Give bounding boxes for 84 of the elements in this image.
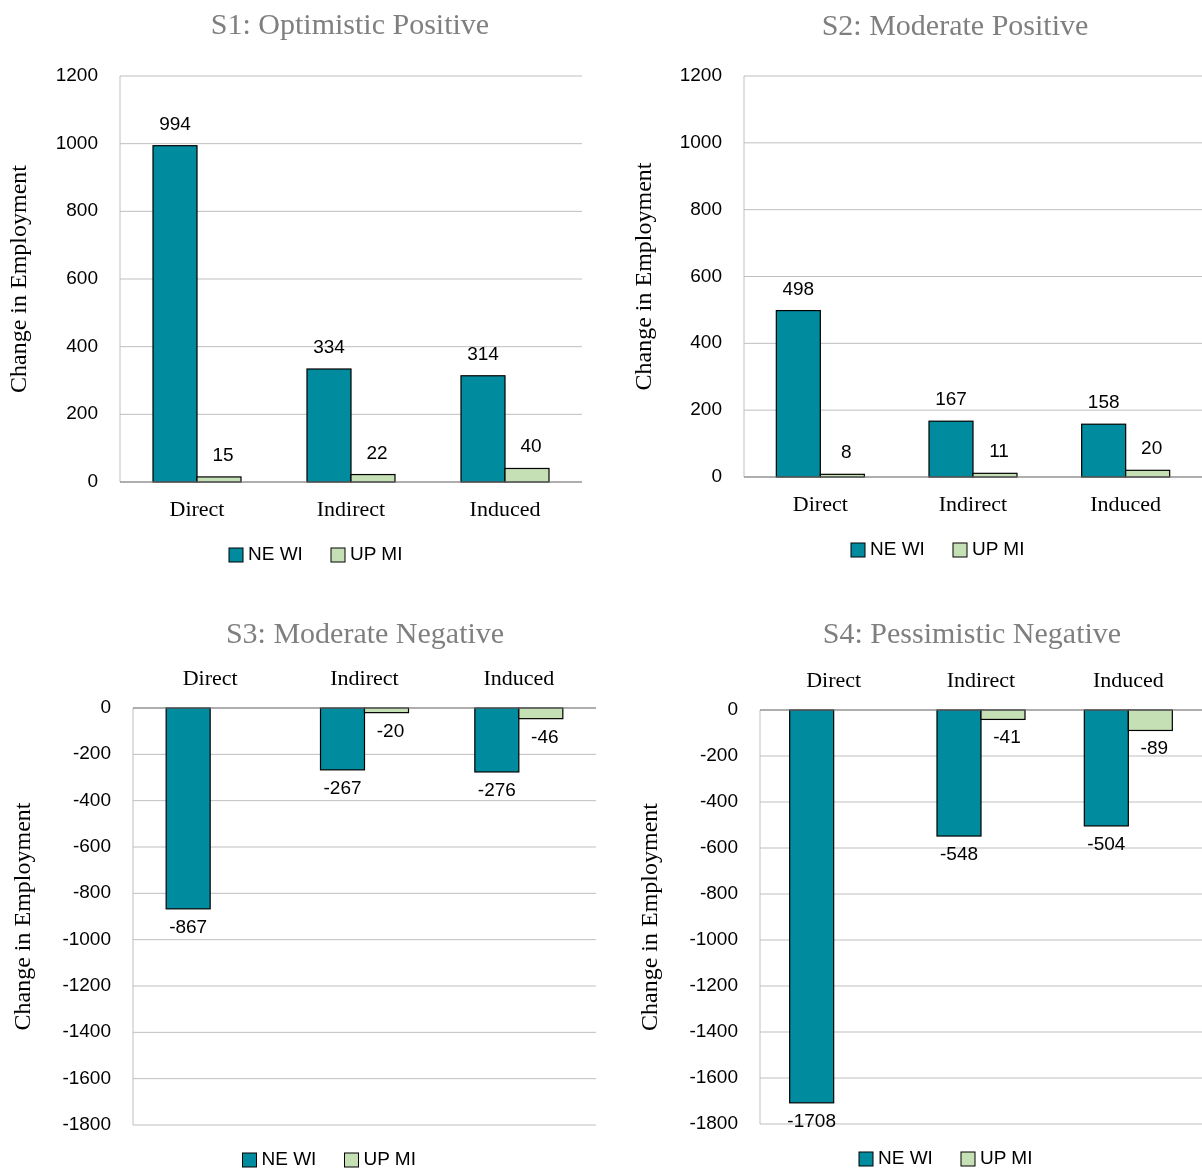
- legend-label: UP MI: [363, 1148, 416, 1170]
- data-label: 994: [159, 112, 192, 134]
- y-tick-label: -600: [699, 836, 738, 858]
- y-tick-label: -1400: [62, 1020, 111, 1042]
- data-label: 20: [1141, 437, 1163, 459]
- y-tick-label: 200: [66, 402, 98, 424]
- y-tick-label: 800: [690, 197, 722, 219]
- legend-label: UP MI: [350, 543, 403, 565]
- data-label: -504: [1087, 832, 1126, 854]
- chart-title: S1: Optimistic Positive: [210, 6, 490, 40]
- data-label: -20: [376, 719, 405, 741]
- y-tick-label: -1600: [62, 1066, 111, 1088]
- y-tick-label: -1000: [62, 927, 111, 949]
- data-label: -267: [323, 776, 362, 798]
- data-label: 40: [520, 435, 542, 457]
- y-tick-label: -600: [72, 835, 111, 857]
- data-label: 167: [935, 388, 967, 410]
- data-label: 15: [212, 443, 234, 465]
- y-tick-label: -800: [699, 882, 738, 904]
- y-axis-title: Change in Employment: [4, 164, 31, 393]
- y-tick-label: 200: [690, 398, 722, 420]
- chart-title: S4: Pessimistic Negative: [822, 615, 1122, 649]
- data-label: 334: [313, 336, 346, 357]
- y-axis-title: Change in Employment: [635, 802, 662, 1031]
- data-label: -89: [1140, 737, 1169, 759]
- y-tick-label: 0: [727, 698, 738, 720]
- y-axis-title: Change in Employment: [8, 802, 35, 1031]
- y-tick-label: 0: [87, 470, 98, 492]
- y-tick-label: -400: [72, 788, 111, 810]
- data-label: 158: [1087, 391, 1120, 413]
- x-tick-label: Induced: [1090, 491, 1162, 517]
- y-tick-label: 400: [66, 334, 98, 356]
- x-tick-label: Direct: [792, 491, 848, 517]
- data-label: 498: [782, 277, 815, 299]
- chart-title: S3: Moderate Negative: [225, 615, 505, 649]
- y-tick-label: 1200: [679, 64, 722, 86]
- y-tick-label: -1800: [689, 1112, 738, 1134]
- x-tick-label: Indirect: [330, 665, 399, 691]
- x-tick-label: Indirect: [946, 667, 1016, 693]
- data-label: 22: [366, 441, 388, 463]
- data-label: -548: [939, 843, 979, 865]
- y-tick-label: 1000: [55, 131, 98, 153]
- data-label: -46: [531, 725, 559, 747]
- x-tick-label: Indirect: [938, 491, 1008, 517]
- y-tick-label: 0: [100, 696, 111, 718]
- data-label: -1708: [787, 1109, 836, 1131]
- legend-label: NE WI: [878, 1147, 933, 1169]
- y-tick-label: -1000: [689, 928, 738, 950]
- data-label: -867: [169, 915, 208, 937]
- x-tick-label: Induced: [483, 665, 555, 691]
- x-tick-label: Induced: [469, 496, 541, 522]
- x-tick-label: Direct: [169, 496, 225, 522]
- y-tick-label: -1400: [689, 1020, 738, 1042]
- y-tick-label: -800: [72, 881, 111, 903]
- data-label: 314: [467, 342, 500, 364]
- data-label: -276: [477, 778, 516, 800]
- y-tick-label: -1200: [62, 974, 111, 996]
- y-tick-label: -200: [699, 744, 738, 766]
- data-label: -41: [993, 726, 1021, 748]
- y-tick-label: 600: [66, 267, 98, 289]
- data-label: 11: [989, 440, 1009, 462]
- x-tick-label: Direct: [182, 665, 238, 691]
- x-tick-label: Induced: [1092, 667, 1164, 693]
- y-axis-title: Change in Employment: [629, 162, 656, 391]
- legend-label: NE WI: [261, 1148, 317, 1170]
- y-tick-label: -400: [699, 790, 738, 812]
- x-tick-label: Direct: [806, 667, 862, 693]
- y-tick-label: 0: [711, 465, 722, 487]
- y-tick-label: 1200: [55, 64, 98, 86]
- y-tick-label: 600: [690, 264, 722, 286]
- y-tick-label: -1600: [689, 1066, 738, 1088]
- legend-label: UP MI: [972, 538, 1025, 560]
- y-tick-label: -200: [72, 742, 111, 764]
- y-tick-label: -1800: [62, 1113, 111, 1135]
- y-tick-label: 800: [66, 199, 98, 221]
- chart-title: S2: Moderate Positive: [821, 7, 1089, 41]
- x-tick-label: Indirect: [316, 496, 386, 522]
- legend-label: NE WI: [248, 543, 303, 565]
- legend-label: UP MI: [980, 1147, 1033, 1169]
- y-tick-label: 1000: [679, 130, 722, 152]
- legend-label: NE WI: [870, 538, 925, 560]
- y-tick-label: -1200: [689, 974, 738, 996]
- y-tick-label: 400: [690, 331, 722, 353]
- data-label: 8: [841, 441, 852, 463]
